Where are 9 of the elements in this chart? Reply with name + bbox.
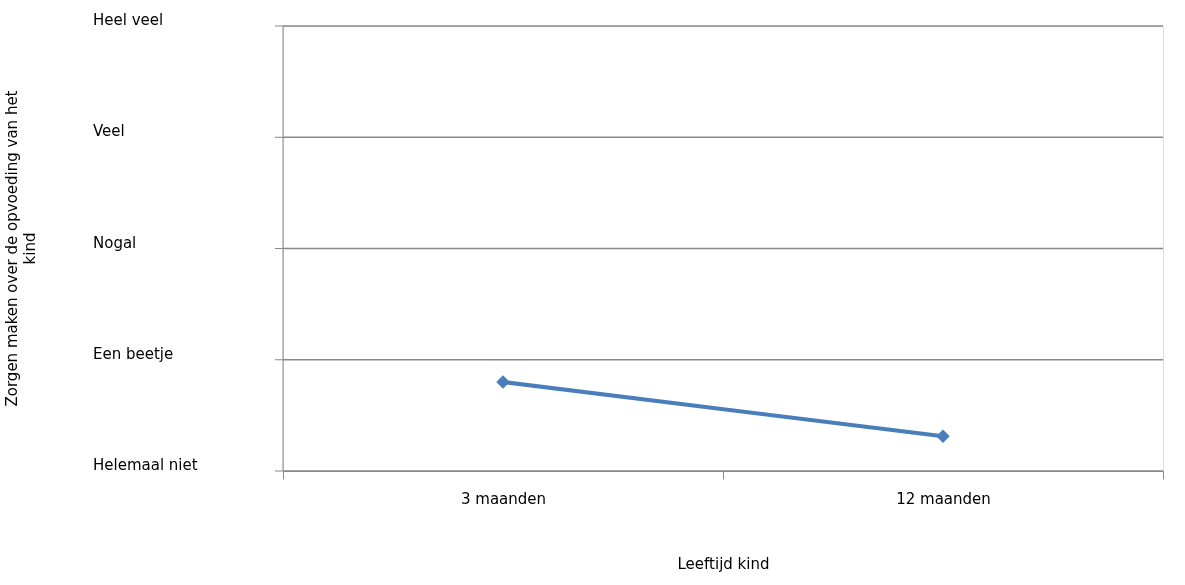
- text: Veel: [93, 122, 125, 141]
- x-axis-title: Leeftijd kind: [677, 554, 770, 573]
- text: Nogal: [93, 233, 137, 252]
- x-tick-label: 3 maanden: [460, 489, 547, 508]
- x-tick-label: 12 maanden: [896, 489, 991, 508]
- text: Een beetje: [93, 344, 174, 363]
- text: Heel veel: [93, 11, 164, 29]
- text: Helemaal niet: [93, 456, 198, 474]
- text: Zorgen maken over de opvoeding van het kind: [3, 90, 39, 407]
